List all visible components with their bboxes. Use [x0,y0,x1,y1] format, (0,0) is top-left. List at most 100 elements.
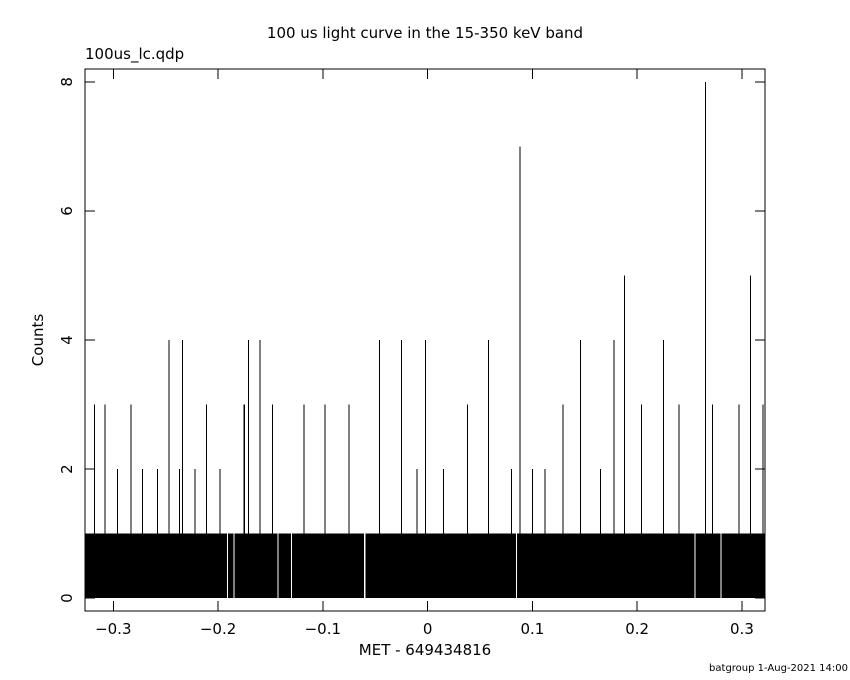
footer: batgroup 1-Aug-2021 14:00 [709,663,848,674]
bar [104,404,106,599]
bar [273,533,278,599]
bar [640,404,642,599]
x-tick-label: −0.1 [305,620,341,638]
bar [531,469,533,599]
bar [721,533,739,599]
bar [520,533,532,599]
chart-title: 100 us light curve in the 15-350 keV ban… [267,24,583,42]
bar [243,404,245,599]
bar [762,404,764,599]
bar [182,533,195,599]
bar [105,533,117,599]
bar [517,533,520,599]
bar [749,275,751,599]
bar [234,533,244,599]
bar [695,533,705,599]
bar [519,146,521,599]
bar [247,340,249,599]
bar [194,469,196,599]
bar [467,533,488,599]
bar [599,469,602,599]
bar [641,533,663,599]
bar [417,533,425,599]
bar [713,533,721,599]
bar [378,340,380,599]
bar [365,533,379,599]
bar [400,340,402,599]
bar [663,533,679,599]
bar [511,533,517,599]
bar [181,340,183,599]
x-tick-label: 0.1 [520,620,544,638]
chart-subtitle: 100us_lc.qdp [85,45,184,64]
bar [426,533,443,599]
bar [532,533,545,599]
bar [228,533,234,599]
bar [704,81,706,599]
bar [156,469,158,599]
bar [131,533,143,599]
bar [178,469,180,599]
bars [85,81,765,599]
bar [487,340,489,599]
y-tick-label: 2 [58,464,76,474]
bar [712,404,714,599]
bar [94,533,105,599]
bar [130,404,132,599]
bar [324,404,326,599]
bar [168,340,170,599]
bar [291,533,304,599]
bar [303,404,305,599]
bar [304,533,325,599]
bar [763,533,765,599]
bar [93,404,95,599]
bar [116,469,119,599]
x-tick-label: 0 [423,620,433,638]
bar [750,533,763,599]
bar [705,533,713,599]
bar [325,533,349,599]
bar [259,340,261,599]
bar [678,404,680,599]
bar [466,404,468,599]
bar [142,469,144,599]
bar [581,533,600,599]
bar [219,469,221,599]
bar [425,340,427,599]
bar [348,404,350,599]
y-tick-label: 4 [58,335,76,345]
bar [563,533,581,599]
x-tick-label: 0.3 [730,620,754,638]
bar [118,533,131,599]
bar [545,533,563,599]
x-tick-label: −0.3 [95,620,131,638]
bar [738,404,740,599]
bar [544,469,546,599]
bar [442,469,444,599]
bar [443,533,467,599]
bar [613,340,615,599]
bar [143,533,157,599]
bar [401,533,417,599]
y-tick-label: 8 [58,77,76,87]
bar [562,404,564,599]
x-tick-label: 0.2 [625,620,649,638]
y-tick-label: 0 [58,593,76,603]
bar [260,533,273,599]
bar [614,533,625,599]
bar [272,404,274,599]
bar [625,533,641,599]
x-axis-label: MET - 649434816 [359,641,491,659]
bar [157,533,169,599]
bar [739,533,750,599]
bar [601,533,614,599]
bar [624,275,626,599]
bar [206,404,208,599]
x-tick-label: −0.2 [200,620,236,638]
bar [207,533,220,599]
bar [662,340,664,599]
bar [169,533,179,599]
bar [85,533,94,599]
